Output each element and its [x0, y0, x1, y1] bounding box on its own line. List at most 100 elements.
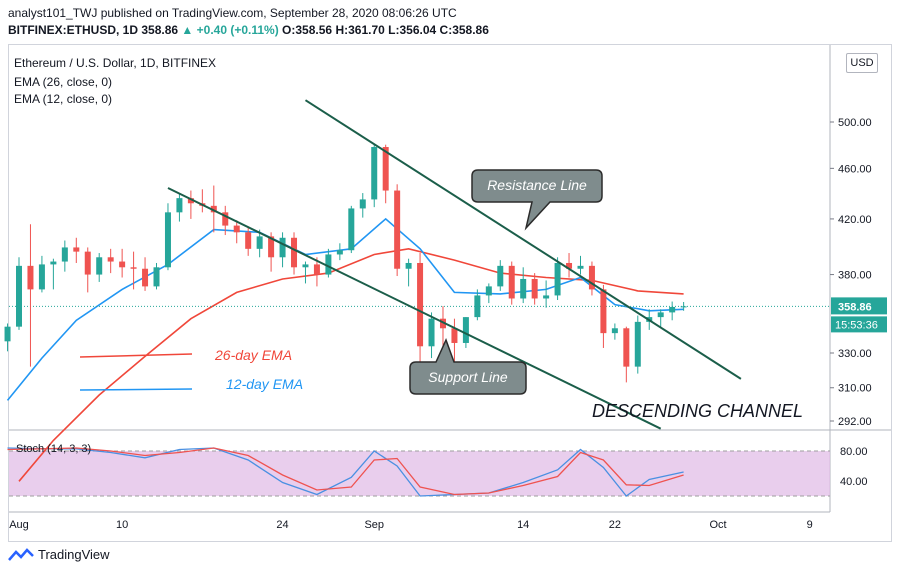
resistance-label: Resistance Line: [487, 177, 587, 193]
support-callout: [409, 338, 527, 395]
candle-body: [38, 264, 45, 290]
resistance-line: [304, 99, 742, 380]
candle-body: [256, 236, 263, 249]
low-value: L:356.04: [388, 23, 437, 37]
price-tick-label: 500.00: [838, 117, 872, 129]
candle-body: [657, 312, 664, 318]
candle-body: [233, 225, 240, 233]
up-triangle-icon: ▲: [181, 23, 194, 37]
time-tick-label: Sep: [364, 519, 384, 531]
candle-body: [485, 286, 492, 296]
candle-body: [73, 247, 80, 252]
ohlc-header: BITFINEX:ETHUSD, 1D 358.86 ▲ +0.40 (+0.1…: [8, 23, 489, 37]
candle-body: [520, 278, 527, 299]
time-tick-label: 9: [807, 519, 813, 531]
time-tick-label: Oct: [709, 519, 726, 531]
candle-body: [405, 262, 412, 269]
candle-body: [543, 295, 550, 299]
time-tick-label: 14: [517, 519, 529, 531]
chart-frame: [8, 44, 892, 542]
candle-body: [348, 208, 355, 251]
candle-body: [508, 265, 515, 299]
support-line: [167, 187, 662, 430]
candle-body: [27, 265, 34, 290]
footer-brand-label: TradingView: [38, 547, 110, 562]
last-price: 358.86: [141, 23, 179, 37]
publish-info: analyst101_TWJ published on TradingView.…: [8, 6, 457, 20]
stoch-tick-label: 40.00: [840, 476, 868, 488]
candle-body: [439, 318, 446, 329]
time-tick-label: Aug: [9, 519, 29, 531]
candle-body: [359, 199, 366, 209]
candle-body: [623, 328, 630, 367]
candle-body: [50, 261, 57, 265]
ema12-legend: EMA (12, close, 0): [14, 92, 113, 106]
candle-body: [210, 205, 217, 213]
time-tick-label: 24: [276, 519, 288, 531]
time-tick-label: 10: [116, 519, 128, 531]
candle-body: [371, 147, 378, 200]
candle-body: [4, 326, 11, 342]
price-tick-label: 310.00: [838, 383, 872, 395]
candle-body: [61, 247, 68, 262]
candle-body: [451, 328, 458, 343]
price-tick-label: 380.00: [838, 270, 872, 282]
candle-body: [96, 257, 103, 275]
candle-body: [142, 268, 149, 287]
candle-body: [474, 295, 481, 318]
candle-body: [153, 267, 160, 287]
candle-body: [291, 237, 298, 268]
ema12-label: 12-day EMA: [226, 376, 303, 392]
countdown-label: 15:53:36: [835, 319, 878, 331]
candle-body: [462, 317, 469, 343]
ema12-line: [6, 217, 684, 401]
candle-body: [417, 262, 424, 347]
candle-body: [600, 289, 607, 334]
countdown-box: [831, 316, 887, 333]
price-tick-label: 460.00: [838, 163, 872, 175]
ema26-key-line: [79, 353, 193, 358]
ema26-legend: EMA (26, close, 0): [14, 75, 113, 89]
tradingview-logo-icon: [8, 547, 34, 561]
candle-body: [588, 265, 595, 290]
candle-body: [611, 328, 618, 334]
candle-body: [497, 265, 504, 287]
footer-brand: TradingView: [8, 547, 110, 562]
candle-body: [531, 278, 538, 299]
symbol-label: BITFINEX:ETHUSD, 1D: [8, 23, 139, 37]
candle-body: [325, 254, 332, 275]
candle-body: [669, 306, 676, 313]
candle-body: [382, 147, 389, 191]
candle-body: [16, 265, 22, 327]
candle-body: [187, 198, 194, 204]
ema12-key-line: [79, 388, 193, 391]
candle-body: [279, 237, 286, 258]
candle-body: [119, 261, 126, 268]
candle-body: [176, 198, 183, 213]
support-label: Support Line: [428, 369, 508, 385]
candle-body: [577, 265, 584, 269]
ema26-line: [18, 247, 684, 482]
chart-title-legend: Ethereum / U.S. Dollar, 1D, BITFINEX: [14, 56, 217, 70]
resistance-callout: [471, 169, 603, 231]
candle-body: [84, 251, 91, 275]
ema26-label: 26-day EMA: [214, 347, 292, 363]
close-value: C:358.86: [439, 23, 489, 37]
candle-body: [428, 318, 435, 347]
price-axis-bg: [830, 45, 891, 541]
candle-body: [313, 264, 320, 275]
stoch-tick-label: 80.00: [840, 446, 868, 458]
candle-body: [164, 212, 171, 268]
candle-body: [130, 267, 137, 269]
currency-button[interactable]: USD: [846, 53, 878, 73]
candle-body: [107, 257, 114, 262]
open-value: O:358.56: [282, 23, 333, 37]
stoch-band: [9, 451, 830, 496]
candle-body: [245, 232, 252, 249]
stoch-title: Stoch (14, 3, 3): [16, 443, 91, 455]
candle-body: [302, 264, 309, 268]
last-price-label: 358.86: [838, 301, 872, 313]
candle-body: [268, 236, 275, 258]
price-change: +0.40 (+0.11%): [196, 23, 279, 37]
